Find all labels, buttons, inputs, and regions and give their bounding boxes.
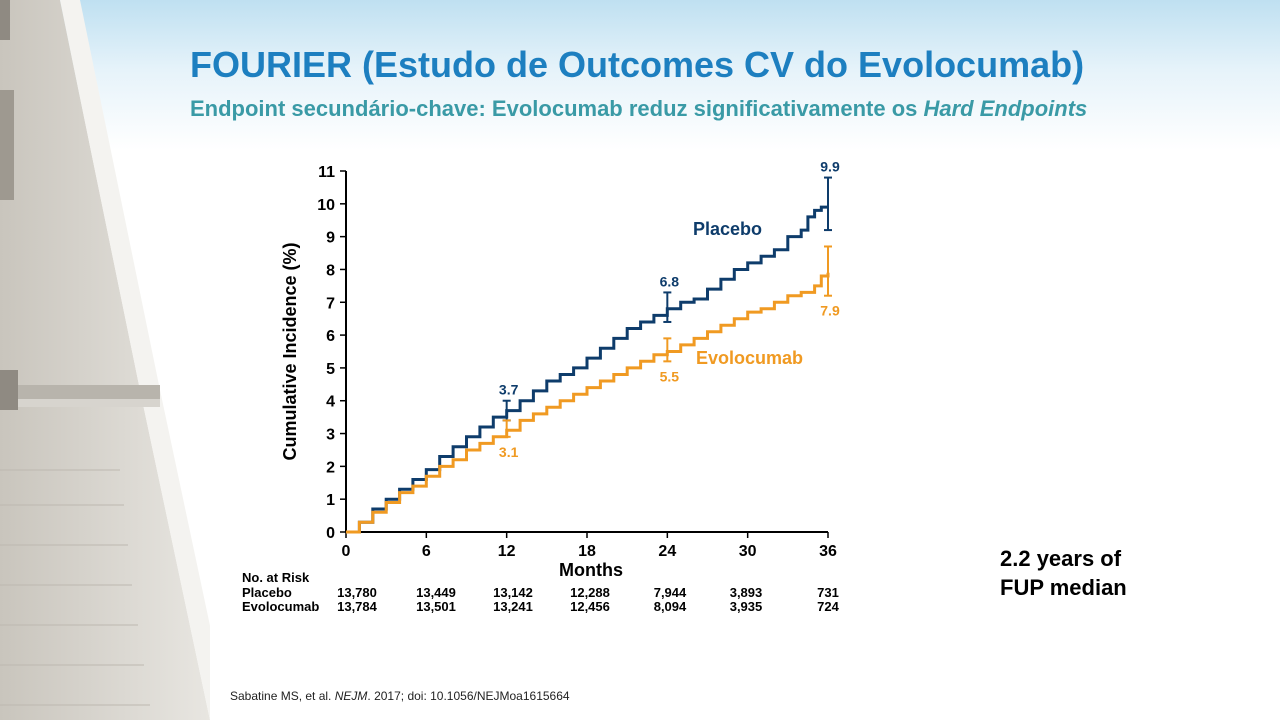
y-tick-label: 7 [326, 295, 335, 312]
risk-table-cell: 13,142 [493, 585, 533, 600]
risk-table-cell: 724 [817, 599, 839, 614]
placebo-series-label: Placebo [693, 219, 762, 239]
risk-table-cell: 3,935 [730, 599, 763, 614]
y-tick-label: 0 [326, 525, 335, 542]
risk-table-cell: 8,094 [654, 599, 687, 614]
fup-median-note: 2.2 years of FUP median [1000, 544, 1127, 602]
y-tick-label: 8 [326, 262, 335, 279]
fup-note-line1: 2.2 years of [1000, 546, 1122, 571]
y-tick-label: 10 [317, 197, 335, 214]
y-tick-label: 11 [318, 164, 335, 181]
slide-title: FOURIER (Estudo de Outcomes CV do Evoloc… [190, 44, 1085, 85]
risk-table-cell: 3,893 [730, 585, 763, 600]
y-tick-label: 2 [326, 459, 335, 476]
subtitle-text: Endpoint secundário-chave: Evolocumab re… [190, 96, 924, 121]
x-tick-label: 18 [578, 543, 596, 560]
y-tick-label: 6 [326, 328, 335, 345]
y-tick-label: 1 [326, 492, 335, 509]
x-tick-label: 24 [658, 543, 676, 560]
y-tick-label: 9 [326, 230, 335, 247]
fup-note-line2: FUP median [1000, 575, 1127, 600]
placebo-data-label: 6.8 [660, 273, 680, 289]
risk-table-cell: 13,784 [337, 599, 378, 614]
risk-table-cell: 12,456 [570, 599, 610, 614]
risk-table-row-label: Evolocumab [242, 599, 319, 614]
risk-table-cell: 7,944 [654, 585, 687, 600]
citation: Sabatine MS, et al. NEJM. 2017; doi: 10.… [230, 689, 570, 703]
risk-table-cell: 13,449 [416, 585, 456, 600]
x-tick-label: 30 [739, 543, 757, 560]
y-tick-label: 3 [326, 427, 335, 444]
risk-table-cell: 731 [817, 585, 839, 600]
placebo-line [346, 205, 828, 534]
x-tick-label: 12 [498, 543, 516, 560]
x-tick-label: 36 [819, 543, 837, 560]
risk-table-title: No. at Risk [242, 570, 310, 585]
placebo-data-label: 9.9 [820, 159, 840, 175]
x-tick-label: 0 [342, 543, 351, 560]
x-axis-label: Months [559, 560, 623, 580]
risk-table-cell: 12,288 [570, 585, 610, 600]
evolocumab-data-label: 5.5 [660, 368, 680, 384]
slide-subtitle: Endpoint secundário-chave: Evolocumab re… [190, 96, 1087, 122]
citation-authors: Sabatine MS, et al. [230, 689, 335, 703]
risk-table-row-label: Placebo [242, 585, 292, 600]
risk-table-cell: 13,241 [493, 599, 533, 614]
evolocumab-line [346, 272, 830, 534]
placebo-data-label: 3.7 [499, 382, 519, 398]
evolocumab-data-label: 7.9 [820, 303, 840, 319]
evolocumab-series-label: Evolocumab [696, 348, 803, 368]
y-tick-label: 5 [326, 361, 335, 378]
risk-table-cell: 13,780 [337, 585, 377, 600]
citation-journal: NEJM [334, 689, 368, 703]
citation-rest: . 2017; doi: 10.1056/NEJMoa1615664 [367, 689, 570, 703]
risk-table-cell: 13,501 [416, 599, 456, 614]
y-tick-label: 4 [326, 394, 335, 411]
subtitle-emphasis: Hard Endpoints [923, 96, 1088, 121]
y-axis-label: Cumulative Incidence (%) [280, 242, 300, 460]
evolocumab-data-label: 3.1 [499, 444, 519, 460]
x-tick-label: 6 [422, 543, 431, 560]
building-photo-background [0, 0, 210, 720]
